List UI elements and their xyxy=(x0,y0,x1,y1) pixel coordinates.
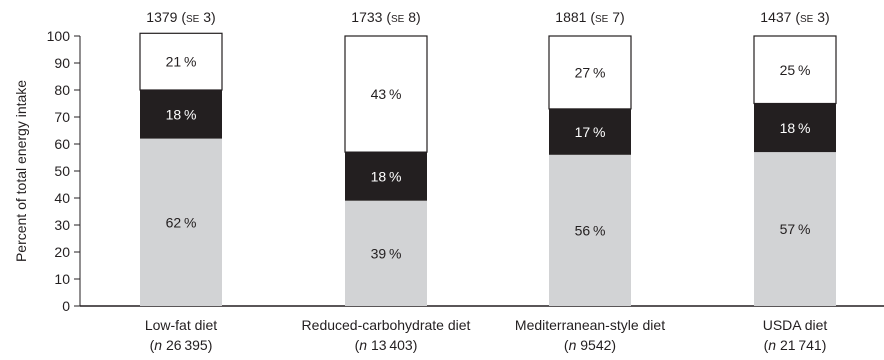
x-category-label: Low-fat diet xyxy=(145,317,217,333)
x-category-label: Reduced-carbohydrate diet xyxy=(302,317,471,333)
y-tick-label: 40 xyxy=(54,190,70,206)
energy-total-label: 1437 (SE 3) xyxy=(760,9,829,25)
energy-total-label: 1379 (SE 3) xyxy=(146,9,215,25)
bar-segment xyxy=(344,35,428,153)
data-label: 25 % xyxy=(780,62,811,78)
top-value-labels: 1379 (SE 3) 1733 (SE 8) 1881 (SE 7) 1437 (S… xyxy=(146,9,829,25)
y-axis-label: Percent of total energy intake xyxy=(13,80,29,262)
bar-segment xyxy=(549,154,631,306)
bar-segment xyxy=(549,108,631,155)
data-label: 62 % xyxy=(166,214,197,230)
x-category-sample-size: (n 13 403) xyxy=(355,337,418,353)
bar-segment xyxy=(548,35,632,110)
y-tick-label: 20 xyxy=(54,244,70,260)
bar-segment xyxy=(139,32,223,91)
bar-segment xyxy=(140,90,222,139)
data-label: 17 % xyxy=(575,124,606,140)
y-tick-label: 10 xyxy=(54,271,70,287)
bar-segment xyxy=(140,138,222,306)
y-tick-label: 70 xyxy=(54,109,70,125)
x-category-sample-size: (n 9542) xyxy=(564,337,616,353)
data-label: 43 % xyxy=(371,86,402,102)
bar-segment xyxy=(753,35,837,105)
x-axis-labels: Low-fat diet (n 26 395) Reduced-carbohydra… xyxy=(145,317,828,353)
y-tick-label: 30 xyxy=(54,217,70,233)
x-category-sample-size: (n 26 395) xyxy=(150,337,213,353)
energy-total-label: 1881 (SE 7) xyxy=(555,9,624,25)
data-label: 39 % xyxy=(371,245,402,261)
data-label: 18 % xyxy=(780,120,811,136)
bar-segment xyxy=(754,152,836,306)
x-category-label: Mediterranean-style diet xyxy=(515,317,665,333)
y-tick-label: 50 xyxy=(54,163,70,179)
energy-total-label: 1733 (SE 8) xyxy=(351,9,420,25)
x-category-sample-size: (n 21 741) xyxy=(764,337,827,353)
bars: 62 % 18 % 21 % 39 % 18 % 43 % 56 % 17 % 27 % 57 %… xyxy=(139,32,837,306)
data-label: 18 % xyxy=(371,168,402,184)
y-tick-label: 60 xyxy=(54,136,70,152)
y-tick-label: 80 xyxy=(54,82,70,98)
data-label: 56 % xyxy=(575,222,606,238)
x-category-label: USDA diet xyxy=(763,317,828,333)
y-tick-label: 0 xyxy=(62,298,70,314)
data-label: 57 % xyxy=(780,221,811,237)
bar-segment xyxy=(345,152,427,201)
bar-segment xyxy=(754,103,836,153)
y-tick-label: 100 xyxy=(47,28,71,44)
y-tick-label: 90 xyxy=(54,55,70,71)
bar-segment xyxy=(345,200,427,306)
data-label: 27 % xyxy=(575,64,606,80)
data-label: 18 % xyxy=(166,106,197,122)
data-label: 21 % xyxy=(166,54,197,70)
